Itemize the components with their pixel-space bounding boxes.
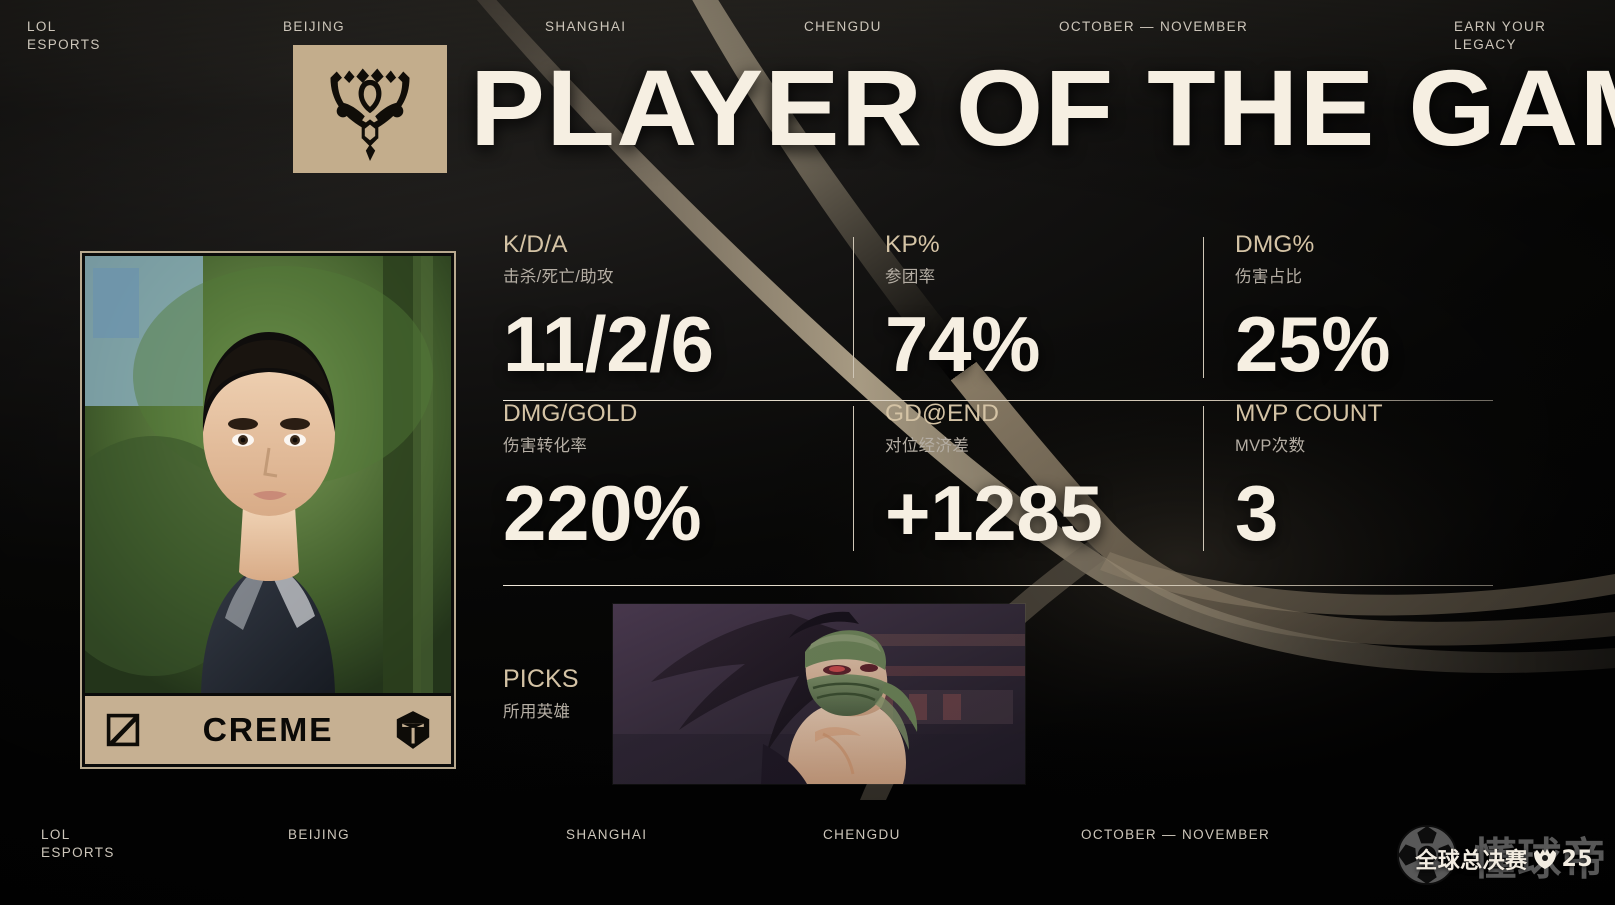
soccer-ball-icon bbox=[1397, 824, 1458, 886]
worlds-mark-icon bbox=[1533, 849, 1556, 869]
picks-sublabel: 所用英雄 bbox=[503, 702, 571, 721]
stat-value: 25% bbox=[1235, 299, 1391, 388]
team-logo-icon bbox=[396, 711, 430, 749]
stat-value: 3 bbox=[1235, 468, 1279, 557]
stat-divider bbox=[853, 406, 854, 551]
worlds-championship-logo-icon bbox=[330, 68, 410, 161]
stat-kda: K/D/A 击杀/死亡/助攻 11/2/6 bbox=[503, 232, 853, 400]
stat-sublabel: 对位经济差 bbox=[885, 436, 970, 455]
watermark-overlay-text: 全球总决赛 bbox=[1415, 849, 1528, 874]
stat-mvp-count: MVP COUNT MVP次数 3 bbox=[1203, 401, 1493, 573]
stat-label: MVP COUNT bbox=[1235, 400, 1383, 427]
stat-sublabel: MVP次数 bbox=[1235, 436, 1306, 455]
stat-value: +1285 bbox=[885, 468, 1103, 557]
player-card: CREME bbox=[80, 251, 456, 769]
stat-label: KP% bbox=[885, 231, 940, 258]
stat-dmg-gold: DMG/GOLD 伤害转化率 220% bbox=[503, 401, 853, 573]
stat-sublabel: 参团率 bbox=[885, 267, 936, 286]
top-lane-icon bbox=[106, 713, 140, 747]
player-name: CREME bbox=[202, 711, 334, 748]
footer-item-lol-esports[interactable]: LOL ESPORTS bbox=[41, 827, 115, 860]
footer-item-shanghai[interactable]: SHANGHAI bbox=[566, 827, 648, 842]
nav-item-dates[interactable]: OCTOBER — NOVEMBER bbox=[1059, 19, 1249, 34]
stat-divider bbox=[853, 237, 854, 378]
page-title: PLAYER OF THE GAME bbox=[470, 47, 1615, 168]
champion-splash-akali[interactable] bbox=[613, 604, 1025, 784]
stat-value: 11/2/6 bbox=[503, 299, 714, 388]
stat-value: 74% bbox=[885, 299, 1041, 388]
watermark-dongqiudi: 懂球帝 bbox=[1396, 823, 1607, 887]
footer-item-beijing[interactable]: BEIJING bbox=[288, 827, 350, 842]
footer-item-dates[interactable]: OCTOBER — NOVEMBER bbox=[1081, 827, 1271, 842]
stat-kp: KP% 参团率 74% bbox=[853, 232, 1203, 400]
nav-item-beijing[interactable]: BEIJING bbox=[283, 19, 345, 34]
stat-sublabel: 击杀/死亡/助攻 bbox=[503, 267, 614, 286]
player-nameplate: CREME bbox=[85, 696, 451, 764]
picks-section: PICKS 所用英雄 bbox=[503, 585, 1493, 791]
stat-gd-at-end: GD@END 对位经济差 +1285 bbox=[853, 401, 1203, 573]
watermark-overlay: 全球总决赛 25 bbox=[1415, 843, 1593, 875]
stat-sublabel: 伤害占比 bbox=[1235, 267, 1303, 286]
stat-divider bbox=[1203, 237, 1204, 378]
nav-item-chengdu[interactable]: CHENGDU bbox=[804, 19, 882, 34]
stats-grid: K/D/A 击杀/死亡/助攻 11/2/6 KP% 参团率 74% DMG% 伤… bbox=[503, 232, 1493, 573]
nav-item-earn-your-legacy[interactable]: EARN YOUR LEGACY bbox=[1454, 19, 1547, 52]
stat-value: 220% bbox=[503, 468, 702, 557]
nav-item-shanghai[interactable]: SHANGHAI bbox=[545, 19, 627, 34]
worlds-logo-plate bbox=[293, 45, 447, 173]
stat-label: DMG% bbox=[1235, 231, 1315, 258]
player-photo bbox=[85, 256, 451, 693]
footer-item-chengdu[interactable]: CHENGDU bbox=[823, 827, 901, 842]
picks-divider-horizontal bbox=[503, 585, 1493, 586]
stats-row-2: DMG/GOLD 伤害转化率 220% GD@END 对位经济差 +1285 M… bbox=[503, 401, 1493, 573]
stat-divider bbox=[1203, 406, 1204, 551]
picks-label-group: PICKS 所用英雄 bbox=[503, 666, 579, 722]
stat-dmg-percent: DMG% 伤害占比 25% bbox=[1203, 232, 1493, 400]
bottom-nav: LOL ESPORTS BEIJING SHANGHAI CHENGDU OCT… bbox=[0, 826, 1615, 872]
stats-row-1: K/D/A 击杀/死亡/助攻 11/2/6 KP% 参团率 74% DMG% 伤… bbox=[503, 232, 1493, 400]
stats-divider-horizontal bbox=[503, 400, 1493, 401]
stat-label: DMG/GOLD bbox=[503, 400, 638, 427]
watermark-overlay-year: 25 bbox=[1561, 846, 1593, 872]
top-nav: LOL ESPORTS BEIJING SHANGHAI CHENGDU OCT… bbox=[0, 18, 1615, 64]
nav-item-lol-esports[interactable]: LOL ESPORTS bbox=[27, 19, 101, 52]
stat-sublabel: 伤害转化率 bbox=[503, 436, 588, 455]
stat-label: K/D/A bbox=[503, 231, 568, 258]
stat-label: GD@END bbox=[885, 400, 1000, 427]
picks-label: PICKS bbox=[503, 665, 579, 693]
